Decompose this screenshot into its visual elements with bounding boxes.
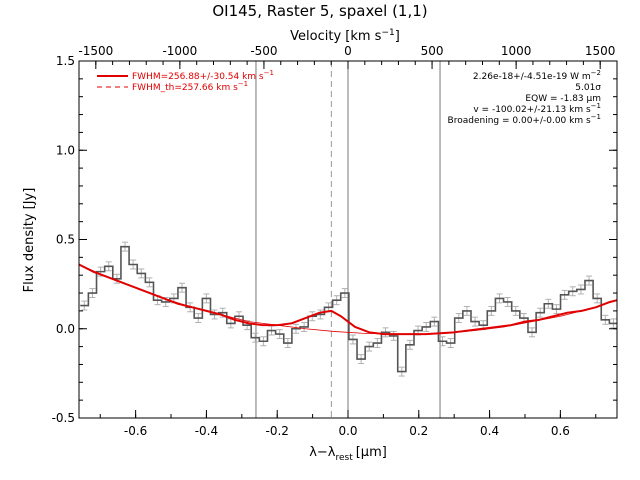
legend-label-fit-sup: −1 [264, 69, 274, 77]
legend-label-fwhm-th-text: FWHM_th=257.66 km s [132, 83, 238, 93]
y-axis-label: Flux density [Jy] [22, 188, 37, 293]
annotation-flux-sup: −2 [591, 69, 601, 77]
x-tick-label-3: 0.0 [338, 424, 357, 438]
top-tick-label-2: -500 [250, 44, 277, 58]
top-tick-label-5: 1000 [501, 44, 532, 58]
annotation-flux: 2.26e-18+/-4.51e-19 W m−2 [473, 69, 601, 82]
x-tick-label-1: -0.4 [195, 424, 218, 438]
top-axis-label: Velocity [km s−1] [290, 28, 400, 44]
plot-frame [78, 60, 618, 419]
top-tick-label-0: -1500 [78, 44, 113, 58]
annotation-broadening: Broadening = 0.00+/-0.00 km s−1 [448, 113, 601, 126]
series-fit [78, 263, 618, 336]
x-tick-label-5: 0.4 [480, 424, 499, 438]
legend-label-fwhm-th-sup: −1 [238, 80, 248, 88]
legend: FWHM=256.88+/-30.54 km s−1 FWHM_th=257.6… [97, 69, 274, 93]
top-tick-label-3: 0 [344, 44, 352, 58]
reference-lines [255, 61, 441, 418]
top-tick-label-1: -1000 [162, 44, 197, 58]
annotation-broadening-text: Broadening = 0.00+/-0.00 km s [448, 116, 591, 126]
annotation-velocity-text: v = -100.02+/-21.13 km s [473, 105, 591, 115]
annotation-eqw: EQW = -1.83 μm [525, 94, 601, 104]
y-tick-label-0: -0.5 [52, 411, 75, 425]
series-layer [78, 241, 618, 377]
series-data-histogram [80, 245, 617, 373]
annotation-velocity-sup: −1 [591, 102, 601, 110]
top-axis-label-end: ] [395, 29, 400, 44]
y-tick-label-4: 1.5 [56, 54, 75, 68]
legend-label-fit: FWHM=256.88+/-30.54 km s−1 [132, 69, 274, 82]
top-tick-label-6: 1500 [585, 44, 616, 58]
x-axis-label: λ−λrest [μm] [309, 445, 387, 463]
top-axis-label-sup: −1 [381, 28, 394, 38]
legend-label-fit-text: FWHM=256.88+/-30.54 km s [132, 72, 264, 82]
x-tick-label-4: 0.2 [409, 424, 428, 438]
y-tick-label-3: 1.0 [56, 143, 75, 157]
x-axis-label-sub: rest [335, 453, 353, 463]
x-tick-label-6: 0.6 [551, 424, 570, 438]
top-axis-label-main: Velocity [km s [290, 29, 382, 44]
x-tick-label-2: -0.2 [265, 424, 288, 438]
annotation-flux-text: 2.26e-18+/-4.51e-19 W m [473, 72, 591, 82]
ticks-layer: -0.6 -0.4 -0.2 0.0 0.2 0.4 0.6 -1500 -1000 -500 0 5… [52, 44, 617, 438]
x-tick-label-0: -0.6 [124, 424, 147, 438]
annotation-velocity: v = -100.02+/-21.13 km s−1 [473, 102, 601, 115]
y-tick-label-2: 0.5 [56, 233, 75, 247]
annotation-broadening-sup: −1 [591, 113, 601, 121]
y-tick-label-1: 0.0 [56, 322, 75, 336]
chart-title: OI145, Raster 5, spaxel (1,1) [212, 2, 427, 20]
x-axis-label-main: λ−λ [309, 445, 336, 460]
x-axis-label-unit: [μm] [356, 445, 387, 460]
annotation-sigma: 5.01σ [575, 83, 601, 93]
annotations: 2.26e-18+/-4.51e-19 W m−2 5.01σ EQW = -1… [448, 69, 602, 126]
top-tick-label-4: 500 [421, 44, 444, 58]
legend-label-fwhm-th: FWHM_th=257.66 km s−1 [132, 80, 248, 93]
